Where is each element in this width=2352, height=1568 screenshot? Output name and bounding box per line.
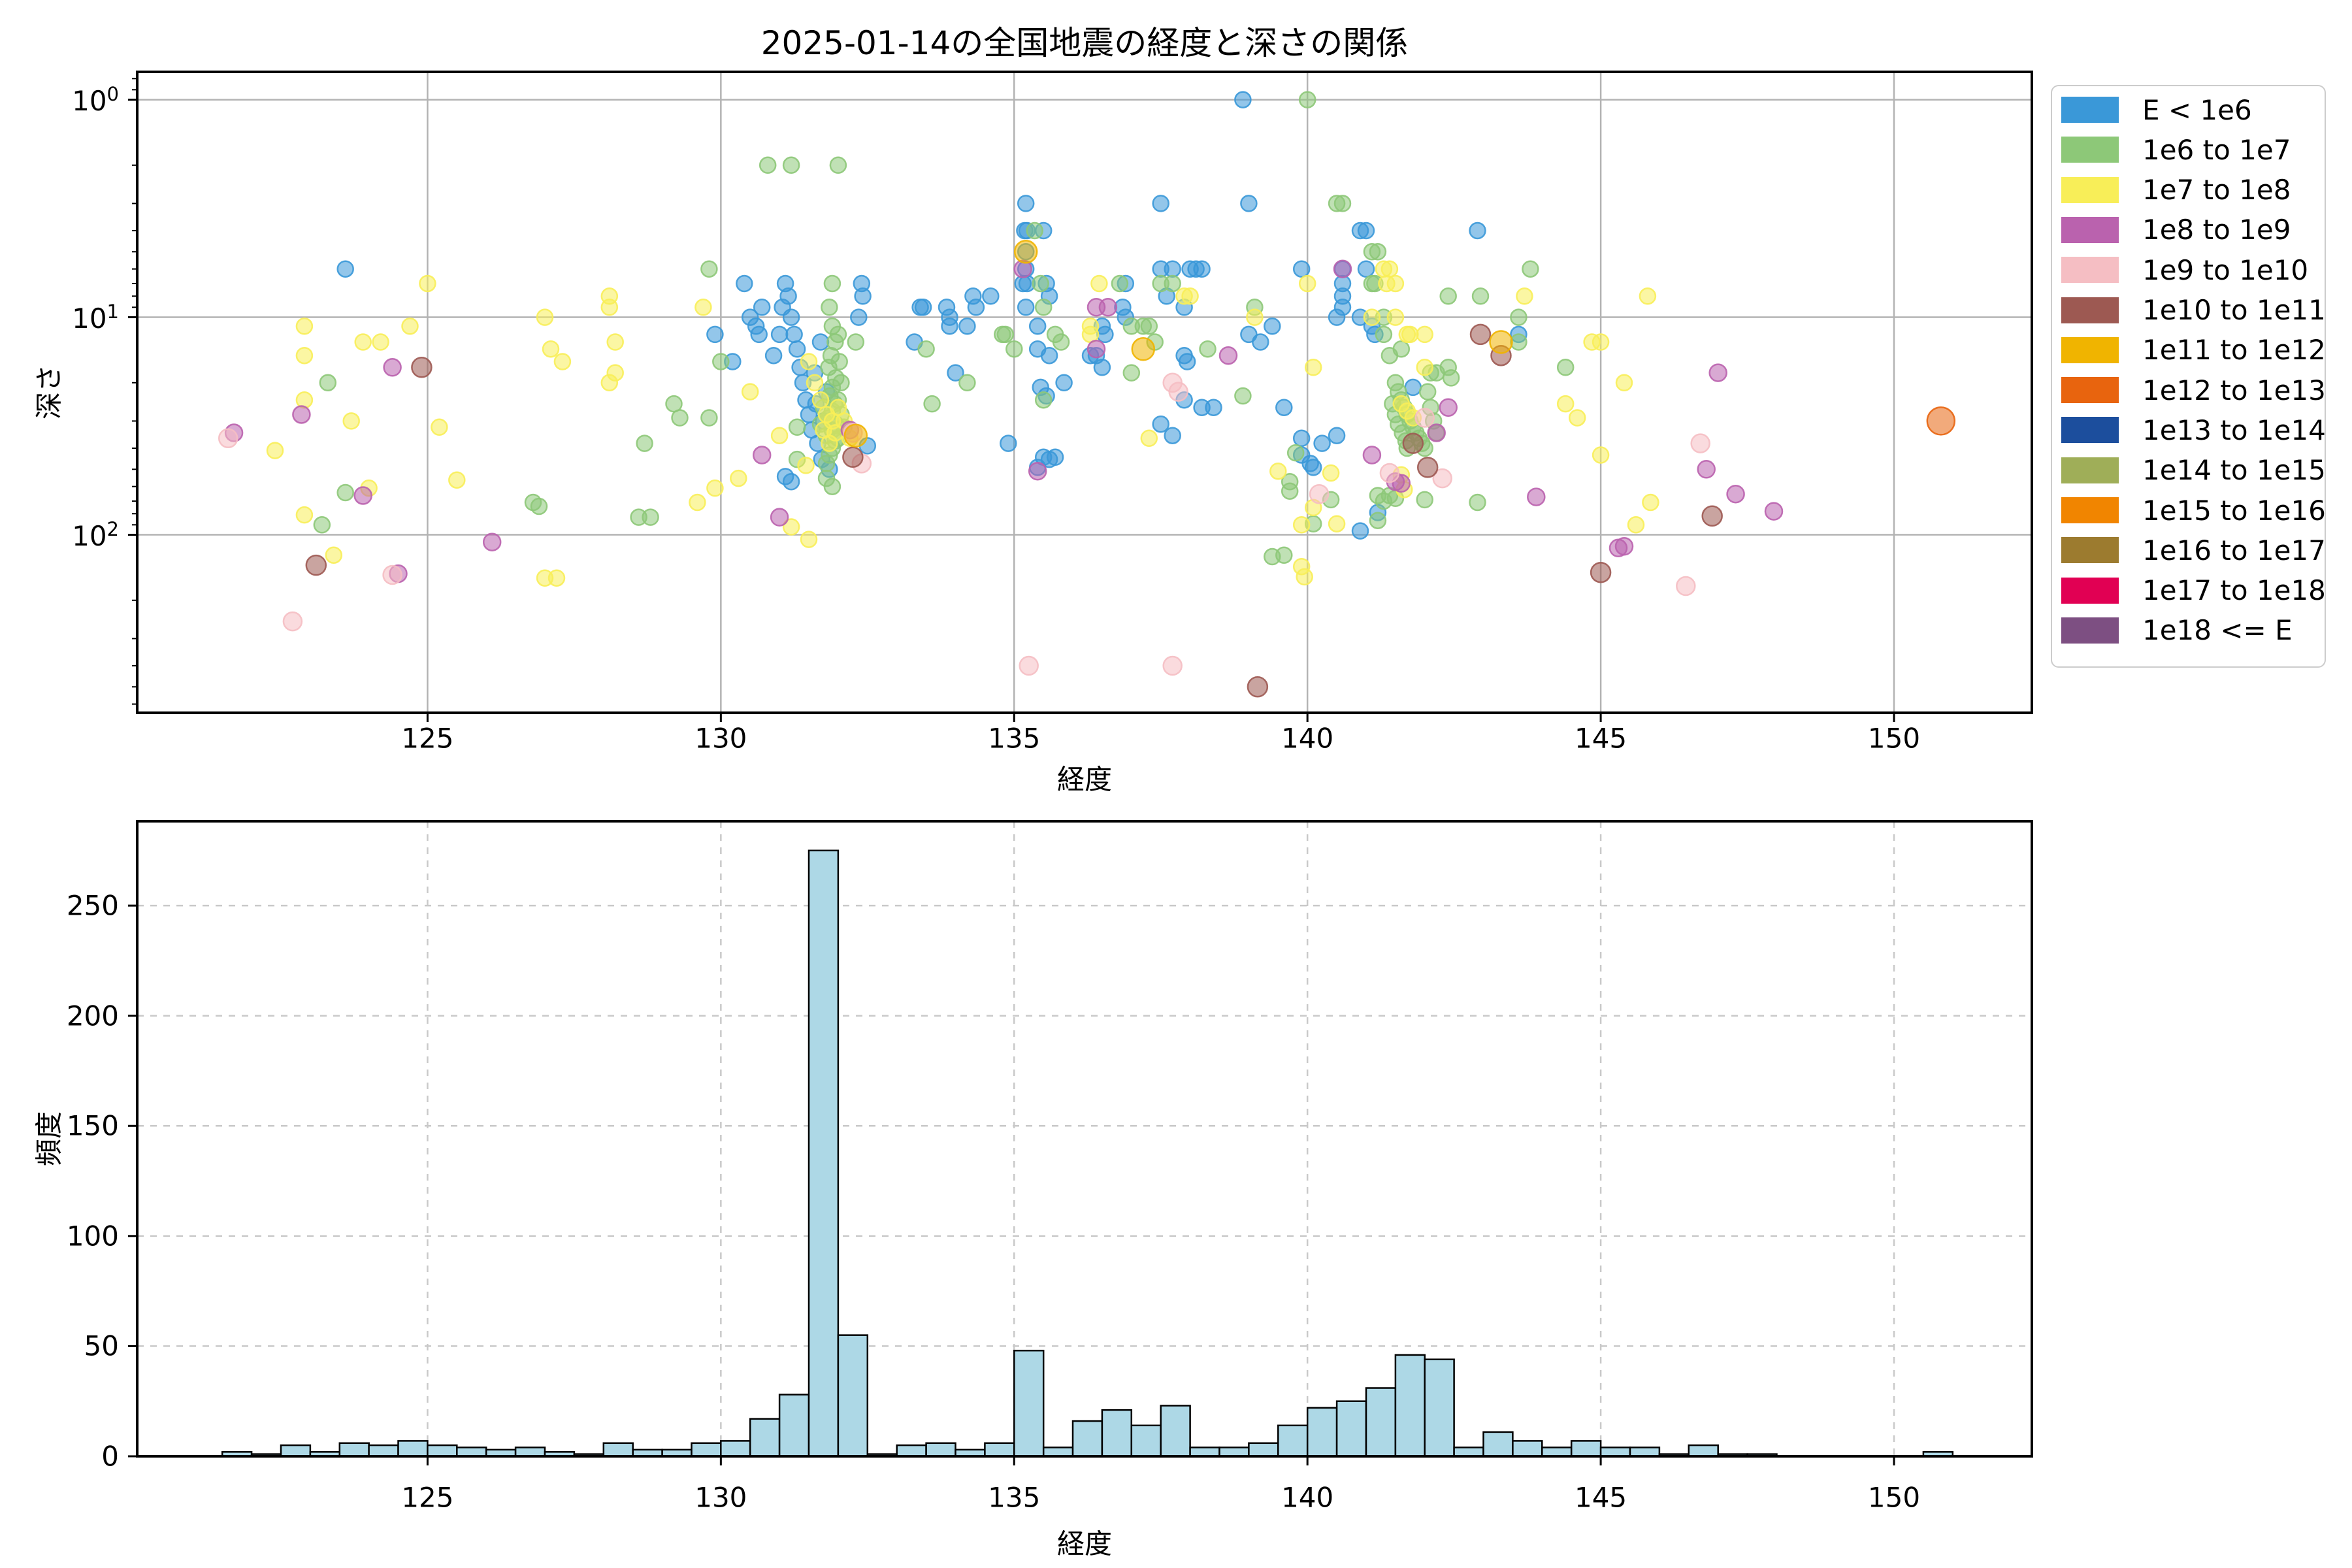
legend-label: 1e6 to 1e7 — [2142, 133, 2291, 166]
scatter-x-tick-label: 135 — [988, 722, 1041, 755]
legend-entry: 1e17 to 1e18 — [2061, 572, 2326, 609]
hist-x-tick-label: 135 — [988, 1481, 1041, 1514]
hist-y-tick-label: 150 — [66, 1109, 119, 1142]
hist-y-tick-label: 0 — [101, 1440, 119, 1473]
scatter-ylabel: 深さ — [33, 364, 65, 420]
legend-label: 1e13 to 1e14 — [2142, 414, 2326, 446]
legend-entry: 1e14 to 1e15 — [2061, 452, 2326, 489]
legend-entry: 1e16 to 1e17 — [2061, 532, 2326, 568]
legend-label: E < 1e6 — [2142, 93, 2252, 126]
hist-y-tick-label: 100 — [66, 1220, 119, 1252]
scatter-x-tick-label: 145 — [1574, 722, 1627, 755]
chart-title: 2025-01-14の全国地震の経度と深さの関係 — [760, 24, 1409, 62]
hist-ylabel: 頻度 — [33, 1111, 65, 1167]
legend-label: 1e18 <= E — [2142, 614, 2293, 647]
scatter-xlabel: 経度 — [1056, 763, 1113, 796]
legend-label: 1e14 to 1e15 — [2142, 454, 2326, 487]
legend-label: 1e10 to 1e11 — [2142, 294, 2326, 326]
hist-y-tick-label: 50 — [84, 1330, 119, 1362]
legend-swatch — [2061, 216, 2119, 243]
legend-label: 1e15 to 1e16 — [2142, 494, 2326, 527]
legend-swatch — [2061, 417, 2119, 444]
legend-swatch — [2061, 577, 2119, 604]
scatter-x-tick-label: 150 — [1867, 722, 1921, 755]
hist-x-tick-label: 150 — [1867, 1481, 1921, 1514]
legend-swatch — [2061, 97, 2119, 123]
hist-x-tick-label: 140 — [1281, 1481, 1334, 1514]
legend-entry: 1e8 to 1e9 — [2061, 212, 2291, 248]
legend-entry: 1e11 to 1e12 — [2061, 332, 2326, 368]
legend-swatch — [2061, 336, 2119, 363]
legend-label: 1e9 to 1e10 — [2142, 253, 2309, 286]
scatter-x-tick-label: 130 — [694, 722, 747, 755]
hist-y-tick-label: 250 — [66, 889, 119, 922]
legend-entry: 1e15 to 1e16 — [2061, 492, 2326, 529]
legend-entry: 1e10 to 1e11 — [2061, 292, 2326, 329]
scatter-x-tick-label: 125 — [401, 722, 454, 755]
hist-x-tick-label: 145 — [1574, 1481, 1627, 1514]
legend-label: 1e12 to 1e13 — [2142, 374, 2326, 406]
legend-swatch — [2061, 137, 2119, 163]
legend-entry: 1e7 to 1e8 — [2061, 172, 2291, 208]
scatter-y-tick-label: 101 — [72, 300, 119, 335]
hist-x-tick-label: 130 — [694, 1481, 747, 1514]
hist-y-tick-label: 200 — [66, 1000, 119, 1032]
legend-label: 1e8 to 1e9 — [2142, 214, 2291, 246]
legend-swatch — [2061, 257, 2119, 284]
legend-swatch — [2061, 297, 2119, 323]
legend-swatch — [2061, 617, 2119, 644]
legend-label: 1e11 to 1e12 — [2142, 334, 2326, 367]
legend-label: 1e16 to 1e17 — [2142, 534, 2326, 566]
legend-entry: 1e13 to 1e14 — [2061, 412, 2326, 448]
legend-swatch — [2061, 537, 2119, 564]
scatter-y-tick-label: 100 — [72, 82, 119, 117]
legend-entry: 1e18 <= E — [2061, 612, 2293, 649]
legend-swatch — [2061, 377, 2119, 404]
legend-swatch — [2061, 176, 2119, 203]
legend: E < 1e6 1e6 to 1e7 1e7 to 1e8 1e8 to 1e9 1e9… — [2051, 85, 2326, 668]
legend-entry: 1e12 to 1e13 — [2061, 372, 2326, 408]
legend-entry: 1e9 to 1e10 — [2061, 252, 2308, 288]
hist-x-tick-label: 125 — [401, 1481, 454, 1514]
legend-label: 1e17 to 1e18 — [2142, 574, 2326, 607]
legend-label: 1e7 to 1e8 — [2142, 174, 2291, 206]
legend-entry: 1e6 to 1e7 — [2061, 131, 2291, 168]
legend-entry: E < 1e6 — [2061, 91, 2252, 128]
legend-swatch — [2061, 457, 2119, 483]
legend-swatch — [2061, 497, 2119, 523]
hist-xlabel: 経度 — [1056, 1527, 1113, 1560]
scatter-x-tick-label: 140 — [1281, 722, 1334, 755]
scatter-y-tick-label: 102 — [72, 517, 119, 552]
